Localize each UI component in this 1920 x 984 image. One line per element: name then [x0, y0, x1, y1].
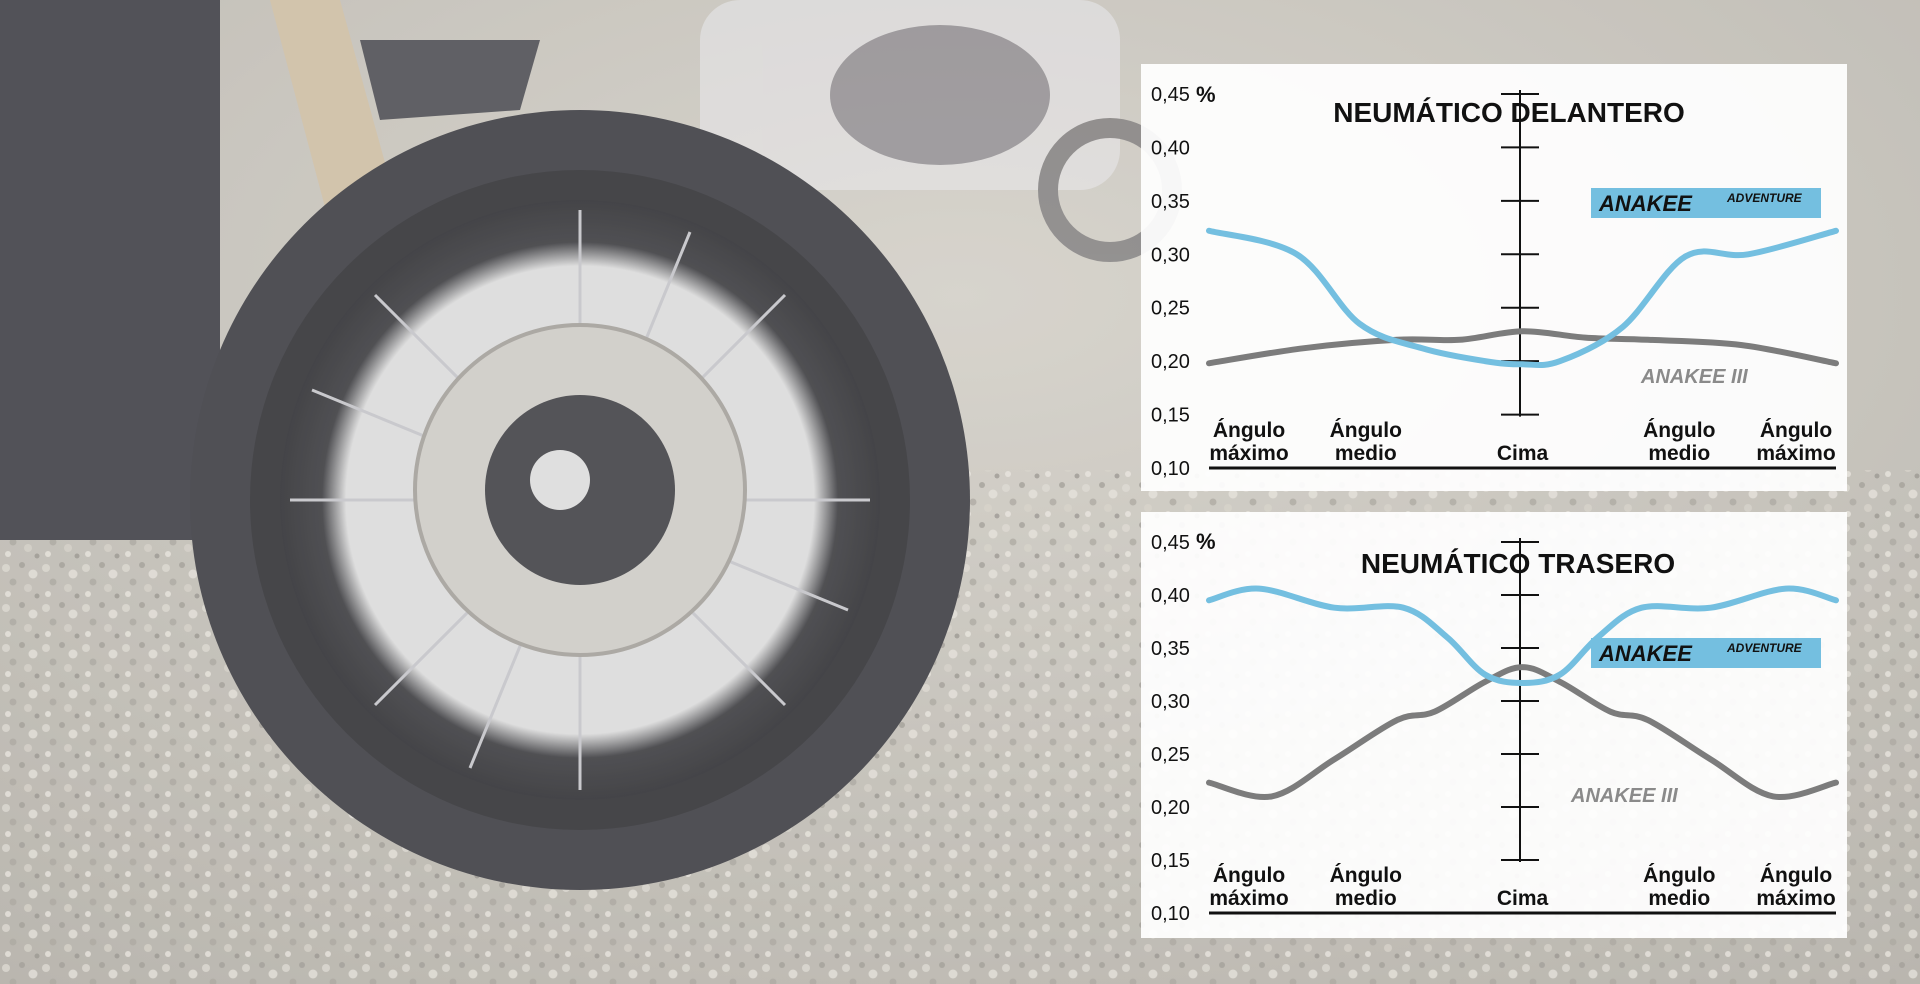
legend-anakee-adventure-superscript: ADVENTURE [1726, 641, 1803, 655]
y-tick-label: 0,10 [1151, 458, 1190, 480]
y-tick-label: 0,10 [1151, 903, 1190, 925]
legend-anakee-adventure-box [1591, 188, 1821, 218]
series-line-anakee-adventure [1206, 227, 1839, 369]
chart-title: NEUMÁTICO DELANTERO [1333, 97, 1685, 128]
front-tire-chart: NEUMÁTICO DELANTERO % 0,10 0,15 0,20 0,25 0,… [1151, 82, 1839, 480]
rear-tire-chart-panel: NEUMÁTICO TRASERO % 0,10 0,15 0,20 0,25 0,30… [1141, 512, 1847, 938]
legend-anakee-adventure: ANAKEE ADVENTURE [1591, 188, 1821, 218]
y-tick-label: 0,40 [1151, 137, 1190, 159]
x-category-label: Ángulo máximo [1756, 864, 1835, 910]
y-tick-label: 0,15 [1151, 850, 1190, 872]
legend-anakee-adventure-box [1591, 638, 1821, 668]
front-wheel [190, 110, 970, 890]
x-category-label: Ángulo máximo [1209, 419, 1288, 465]
x-category-label: Ángulo medio [1643, 419, 1715, 465]
x-category-label: Cima [1497, 442, 1549, 465]
y-tick-label: 0,45 [1151, 532, 1190, 554]
y-tick-label: 0,45 [1151, 84, 1190, 106]
x-category-label: Ángulo medio [1643, 864, 1715, 910]
front-tire-chart-panel: NEUMÁTICO DELANTERO % 0,10 0,15 0,20 0,25 0,… [1141, 64, 1847, 491]
legend-anakee-adventure: ANAKEE ADVENTURE [1591, 638, 1821, 668]
series-line-anakee-iii [1206, 328, 1839, 367]
series-line-anakee-adventure [1206, 585, 1839, 687]
x-category-label: Ángulo medio [1330, 864, 1402, 910]
x-category-label: Ángulo máximo [1756, 419, 1835, 465]
x-category-label: Ángulo medio [1330, 419, 1402, 465]
y-tick-label: 0,20 [1151, 351, 1190, 373]
y-unit-label: % [1196, 82, 1216, 107]
x-category-label: Cima [1497, 887, 1549, 910]
y-unit-label: % [1196, 529, 1216, 554]
y-tick-label: 0,20 [1151, 797, 1190, 819]
y-tick-label: 0,35 [1151, 638, 1190, 660]
series-line-anakee-iii [1206, 664, 1839, 801]
legend-anakee-adventure-text: ANAKEE [1598, 191, 1693, 216]
y-tick-label: 0,15 [1151, 405, 1190, 427]
rear-tire-chart: NEUMÁTICO TRASERO % 0,10 0,15 0,20 0,25 0,30… [1151, 529, 1839, 925]
y-tick-label: 0,25 [1151, 744, 1190, 766]
y-tick-label: 0,40 [1151, 585, 1190, 607]
legend-anakee-adventure-superscript: ADVENTURE [1726, 191, 1803, 205]
y-tick-label: 0,25 [1151, 298, 1190, 320]
legend-anakee-adventure-text: ANAKEE [1598, 641, 1693, 666]
chart-title: NEUMÁTICO TRASERO [1361, 548, 1675, 579]
y-tick-label: 0,30 [1151, 244, 1190, 266]
x-category-label: Ángulo máximo [1209, 864, 1288, 910]
background-motorcycle [700, 0, 1182, 262]
legend-anakee-iii: ANAKEE III [1640, 366, 1748, 388]
y-tick-label: 0,35 [1151, 191, 1190, 213]
y-tick-label: 0,30 [1151, 691, 1190, 713]
legend-anakee-iii: ANAKEE III [1570, 785, 1678, 807]
